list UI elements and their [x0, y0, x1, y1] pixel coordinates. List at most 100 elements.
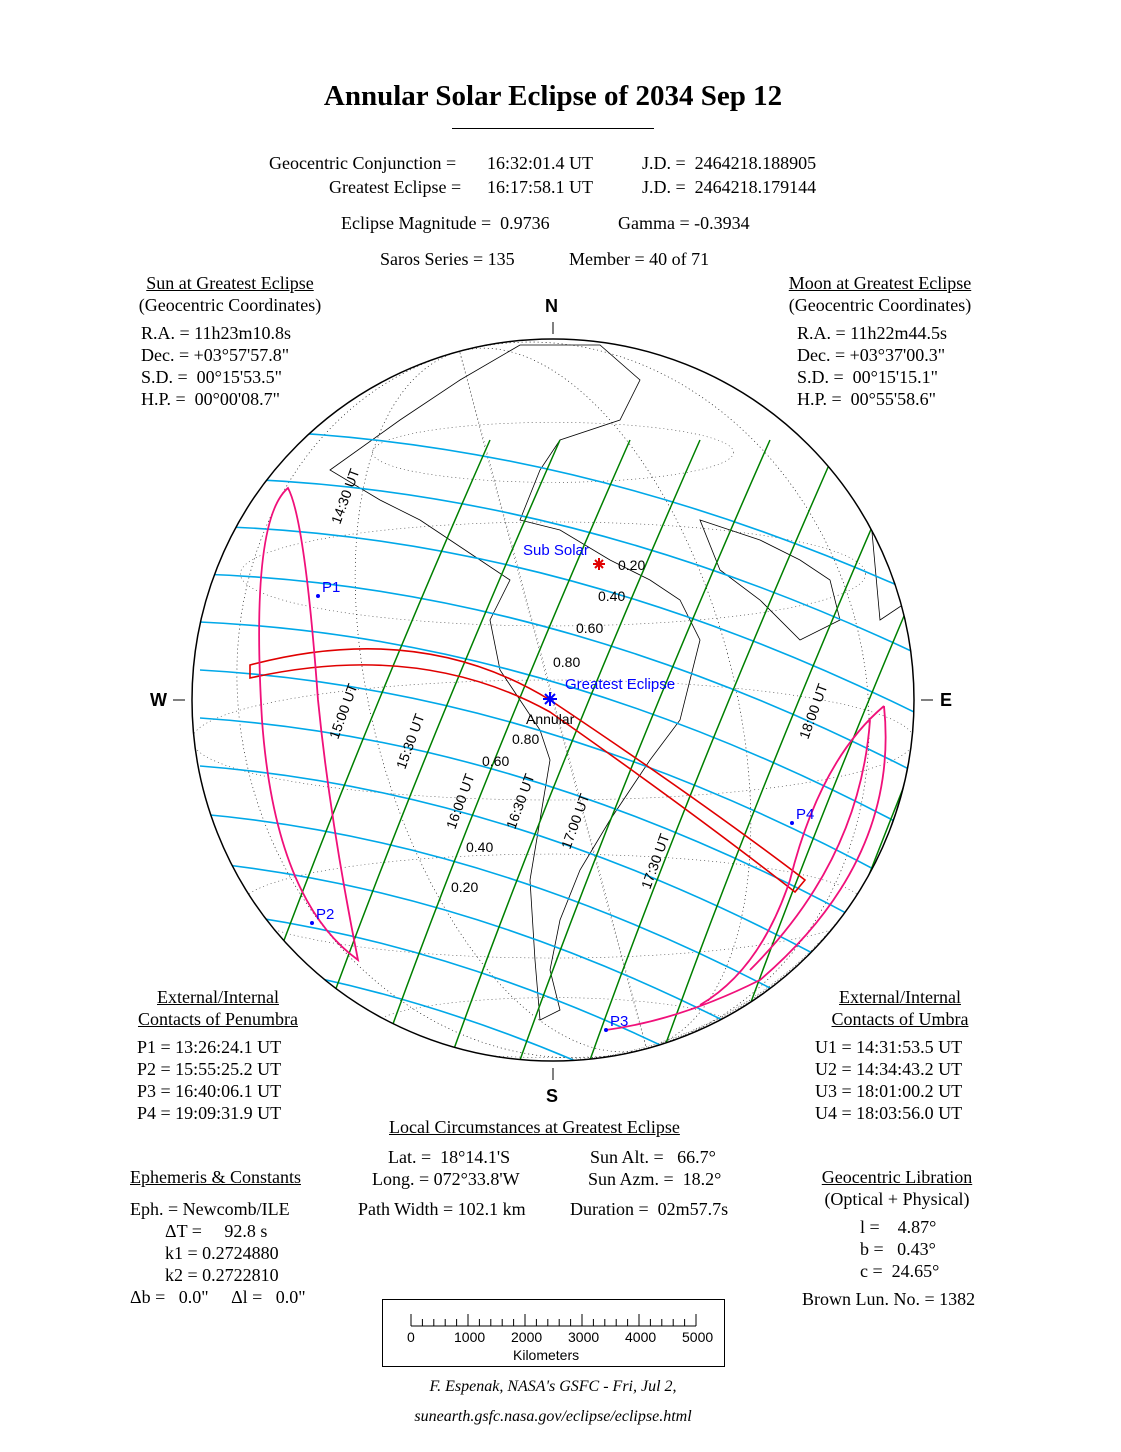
magnitude-curve	[199, 909, 914, 1061]
brown-lunation: Brown Lun. No. = 1382	[802, 1289, 976, 1309]
compass-north: N	[545, 296, 558, 316]
umbra-subtitle: Contacts of Umbra	[831, 1009, 969, 1029]
sun-sd: S.D. = 00°15'53.5"	[141, 367, 282, 387]
contact-point-icon	[310, 921, 314, 925]
moon-ra: R.A. = 11h22m44.5s	[797, 323, 947, 343]
penumbra-limit-east	[605, 705, 887, 1031]
magnitude-label: 0.40	[598, 588, 625, 604]
moon-subtitle: (Geocentric Coordinates)	[788, 295, 972, 315]
eclipse-magnitude: Eclipse Magnitude = 0.9736	[341, 213, 550, 233]
magnitude-curve	[199, 525, 914, 721]
saros-member: Member = 40 of 71	[569, 249, 710, 269]
time-line	[799, 439, 914, 1061]
sun-subtitle: (Geocentric Coordinates)	[138, 295, 322, 315]
ephemeris-eph: Eph. = Newcomb/ILE	[130, 1199, 290, 1219]
magnitude-label: 0.80	[512, 731, 539, 747]
time-label: 14:30 UT	[328, 466, 363, 526]
continent-outline	[329, 344, 701, 1021]
penumbra-subtitle: Contacts of Penumbra	[138, 1009, 298, 1029]
magnitude-label: 0.20	[618, 557, 645, 573]
libration-title: Geocentric Libration	[821, 1167, 973, 1187]
conjunction-jd: J.D. = 2464218.188905	[642, 153, 817, 173]
sun-dec: Dec. = +03°57'57.8"	[141, 345, 290, 365]
greatest-eclipse-label: Greatest Eclipse =	[329, 177, 462, 197]
time-label: 15:30 UT	[393, 711, 428, 771]
penumbra-limit-west	[258, 486, 360, 963]
contact-u1: U1 = 14:31:53.5 UT	[815, 1037, 963, 1057]
compass-east: E	[940, 690, 953, 710]
time-line	[659, 439, 911, 1061]
greatest-eclipse-jd: J.D. = 2464218.179144	[642, 177, 817, 197]
longitude-line	[354, 347, 752, 1053]
sub-solar-label: Sub Solar	[523, 542, 589, 559]
magnitude-curve	[199, 717, 914, 961]
annular-path	[249, 648, 807, 894]
sub-solar-icon	[593, 558, 605, 570]
time-line	[589, 439, 841, 1061]
contact-u2: U2 = 14:34:43.2 UT	[815, 1059, 963, 1079]
time-line	[519, 439, 771, 1061]
magnitude-curve	[199, 861, 914, 1061]
time-label: 16:00 UT	[443, 771, 478, 831]
time-label: 17:30 UT	[638, 831, 673, 891]
magnitude-curve	[199, 477, 914, 661]
contact-point-icon	[604, 1028, 608, 1032]
ephemeris-delta-b-l: Δb = 0.0" Δl = 0.0"	[130, 1287, 306, 1307]
saros-series: Saros Series = 135	[380, 249, 515, 269]
contact-p1: P1 = 13:26:24.1 UT	[137, 1037, 282, 1057]
contact-p3: P3 = 16:40:06.1 UT	[137, 1081, 282, 1101]
scale-tick-label: 2000	[511, 1329, 542, 1345]
page-title: Annular Solar Eclipse of 2034 Sep 12	[323, 80, 783, 112]
scale-tick-label: 5000	[682, 1329, 713, 1345]
distance-scale: 0 1000 2000 3000 4000 5000 Kilometers	[382, 1299, 725, 1367]
libration-b: b = 0.43°	[860, 1239, 936, 1259]
penumbra-title: External/Internal	[157, 987, 279, 1007]
contact-point-icon	[316, 594, 320, 598]
contact-point-icon	[790, 821, 794, 825]
moon-dec: Dec. = +03°37'00.3"	[797, 345, 946, 365]
contact-label: P3	[610, 1013, 628, 1030]
local-sun-azm: Sun Azm. = 18.2°	[588, 1169, 722, 1189]
time-line	[379, 439, 631, 1061]
contact-label: P1	[322, 579, 340, 596]
contact-label: P2	[316, 906, 334, 923]
footer-url: sunearth.gsfc.nasa.gov/eclipse/eclipse.h…	[414, 1408, 692, 1425]
gamma: Gamma = -0.3934	[618, 213, 750, 233]
greatest-eclipse-label: Greatest Eclipse	[565, 676, 675, 693]
sun-ra: R.A. = 11h23m10.8s	[141, 323, 291, 343]
greatest-eclipse-icon	[543, 692, 557, 706]
magnitude-curve	[199, 429, 914, 601]
time-line	[449, 439, 701, 1061]
scale-tick-label: 3000	[568, 1329, 599, 1345]
moon-hp: H.P. = 00°55'58.6"	[797, 389, 936, 409]
title-rule	[452, 128, 654, 129]
scale-tick-label: 1000	[454, 1329, 485, 1345]
local-lat: Lat. = 18°14.1'S	[388, 1147, 511, 1167]
time-label: 15:00 UT	[326, 681, 361, 741]
scale-tick-label: 0	[407, 1329, 415, 1345]
magnitude-label: 0.20	[451, 879, 478, 895]
magnitude-curve	[199, 669, 914, 901]
scale-ruler: 0 1000 2000 3000 4000 5000 Kilometers	[407, 1314, 713, 1363]
magnitude-curve	[199, 573, 914, 781]
magnitude-label: 0.80	[553, 654, 580, 670]
compass-west: W	[150, 690, 167, 710]
local-long: Long. = 072°33.8'W	[372, 1169, 520, 1189]
scale-unit-label: Kilometers	[513, 1347, 579, 1363]
sun-title: Sun at Greatest Eclipse	[146, 273, 314, 293]
libration-subtitle: (Optical + Physical)	[824, 1189, 970, 1209]
time-label: 18:00 UT	[796, 681, 831, 741]
annular-label: Annular	[526, 711, 575, 727]
libration-l: l = 4.87°	[860, 1217, 937, 1237]
footer-credit: F. Espenak, NASA's GSFC - Fri, Jul 2,	[429, 1378, 677, 1395]
scale-tick-label: 4000	[625, 1329, 656, 1345]
conjunction-time: 16:32:01.4 UT	[487, 153, 593, 173]
moon-sd: S.D. = 00°15'15.1"	[797, 367, 938, 387]
umbra-title: External/Internal	[839, 987, 961, 1007]
ephemeris-k1: k1 = 0.2724880	[165, 1243, 279, 1263]
libration-c: c = 24.65°	[860, 1261, 940, 1281]
local-title: Local Circumstances at Greatest Eclipse	[389, 1117, 680, 1137]
greatest-eclipse-time: 16:17:58.1 UT	[487, 177, 593, 197]
magnitude-label: 0.40	[466, 839, 493, 855]
